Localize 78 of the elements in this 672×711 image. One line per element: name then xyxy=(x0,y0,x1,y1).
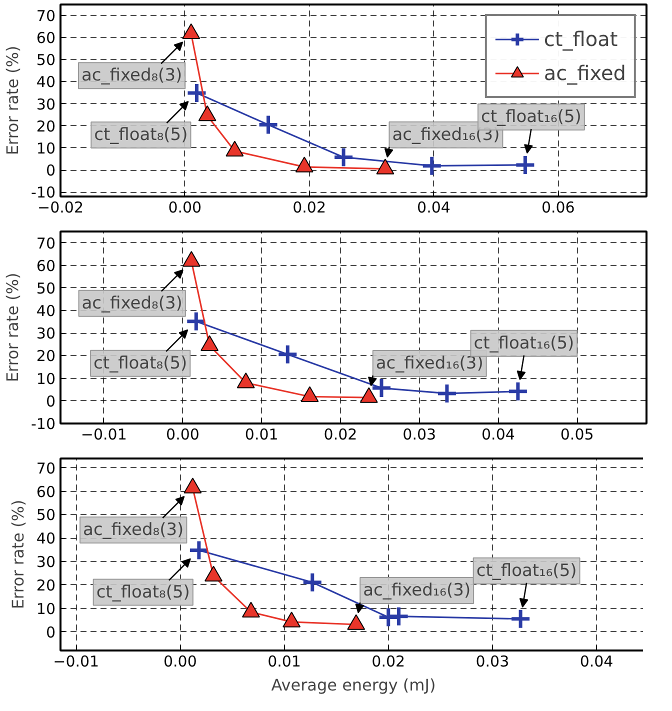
y-axis-title: Error rate (%) xyxy=(3,272,22,382)
point xyxy=(186,82,208,104)
x-tick-label: 0.03 xyxy=(476,652,510,670)
x-tick-label: 0.06 xyxy=(541,198,575,216)
x-tick-label: 0.03 xyxy=(402,426,436,444)
point xyxy=(182,23,200,40)
y-tick-label: 0 xyxy=(46,392,56,410)
x-tick-label: 0.04 xyxy=(580,652,614,670)
annotation: ct_float₁₆(5) xyxy=(480,106,582,127)
point xyxy=(188,540,210,562)
x-tick-label: −0.01 xyxy=(53,652,100,670)
y-axis-title: Error rate (%) xyxy=(3,46,22,156)
annotation: ct_float₈(5) xyxy=(94,124,188,145)
y-tick-label: 50 xyxy=(36,506,56,524)
annotation: ac_fixed₈(3) xyxy=(81,66,182,86)
y-tick-label: 20 xyxy=(36,347,56,366)
y-tick-label: 40 xyxy=(36,73,56,92)
point xyxy=(378,606,400,628)
y-tick-label: -10 xyxy=(31,415,56,433)
point xyxy=(514,154,536,176)
y-tick-label: 50 xyxy=(36,51,56,70)
legend-label: ac_fixed xyxy=(544,61,626,85)
point xyxy=(388,606,410,628)
x-tick-label: 0.04 xyxy=(482,426,515,444)
y-tick-label: 40 xyxy=(36,302,56,320)
y-tick-label: 70 xyxy=(36,7,56,26)
point xyxy=(258,114,280,136)
y-tick-label: 70 xyxy=(36,459,56,478)
x-tick-label: 0.02 xyxy=(372,652,406,670)
y-tick-label: 50 xyxy=(36,279,56,298)
y-tick-label: 70 xyxy=(36,234,56,252)
point xyxy=(436,382,458,404)
y-tick-label: 10 xyxy=(36,370,56,388)
annotation: ac_fixed₁₆(3) xyxy=(392,124,500,145)
y-tick-label: 40 xyxy=(36,530,56,548)
point xyxy=(507,380,529,402)
x-tick-label: 0.01 xyxy=(244,426,278,444)
y-tick-label: 0 xyxy=(46,623,56,642)
annotation: ct_float₁₆(5) xyxy=(476,560,577,581)
point xyxy=(184,478,202,494)
annotation: ac_fixed₈(3) xyxy=(83,520,184,540)
annotation: ct_float₈(5) xyxy=(96,582,190,602)
y-axis-title: Error rate (%) xyxy=(8,500,28,610)
y-tick-label: 60 xyxy=(36,29,56,48)
y-tick-label: 30 xyxy=(36,95,56,114)
x-tick-label: 0.05 xyxy=(560,426,594,444)
y-tick-label: 10 xyxy=(36,139,56,158)
x-tick-label: −0.01 xyxy=(80,426,127,444)
annotation: ac_fixed₁₆(3) xyxy=(363,580,471,601)
point xyxy=(370,377,392,399)
x-tick-label: 0.01 xyxy=(268,652,301,670)
y-tick-label: 20 xyxy=(36,576,56,594)
y-tick-label: 60 xyxy=(36,256,56,275)
x-tick-label: 0.02 xyxy=(292,198,326,216)
y-tick-label: 10 xyxy=(36,600,56,618)
point xyxy=(421,155,443,177)
x-tick-label: 0.04 xyxy=(417,198,450,216)
annotation: ct_float₁₆(5) xyxy=(474,333,574,354)
annotation: ac_fixed₈(3) xyxy=(82,293,182,314)
point xyxy=(185,310,207,332)
y-tick-label: 60 xyxy=(36,482,56,501)
x-tick-label: 0.02 xyxy=(324,426,358,444)
y-tick-label: 20 xyxy=(36,117,56,136)
y-tick-label: 0 xyxy=(46,162,56,180)
legend-label: ct_float xyxy=(544,27,618,51)
point xyxy=(332,146,354,168)
point xyxy=(510,608,532,630)
x-tick-label: 0.00 xyxy=(166,426,200,444)
point xyxy=(182,251,200,267)
point xyxy=(276,344,298,366)
annotation: ct_float₈(5) xyxy=(94,353,188,374)
x-axis-title: Average energy (mJ) xyxy=(271,676,436,694)
x-tick-label: 0.00 xyxy=(168,198,202,216)
annotation: ac_fixed₁₆(3) xyxy=(376,354,484,374)
point xyxy=(302,572,324,594)
y-tick-label: 30 xyxy=(36,553,56,572)
x-tick-label: 0.00 xyxy=(164,652,197,670)
y-tick-label: 30 xyxy=(36,324,56,343)
